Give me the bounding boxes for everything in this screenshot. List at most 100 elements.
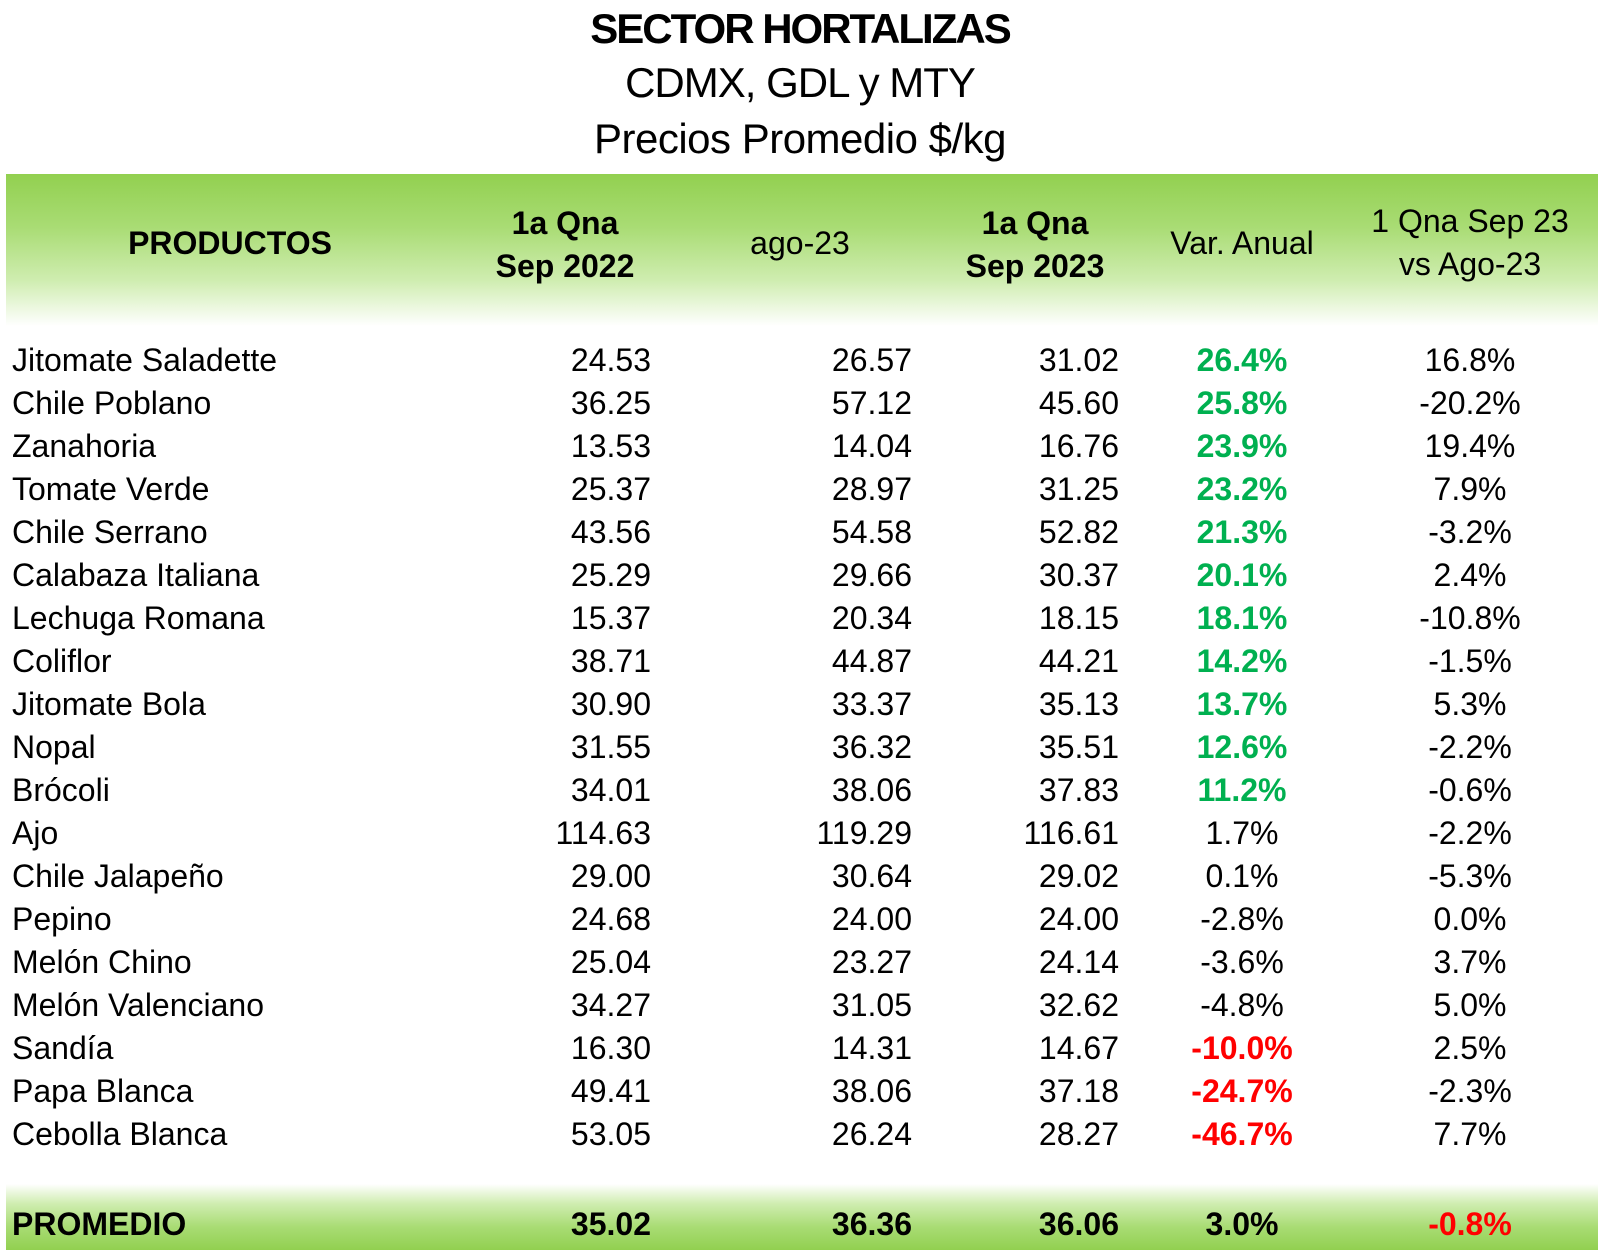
var-anual: 0.1% — [1205, 858, 1279, 894]
price-sep-2022: 16.30 — [570, 1030, 651, 1066]
header-qna-vs-ago: 1 Qna Sep 23 vs Ago-23 — [1345, 200, 1595, 286]
var-anual: 13.7% — [1196, 686, 1288, 722]
table-row: Zanahoria 13.53 14.04 16.76 23.9% 19.4% — [0, 424, 1600, 468]
price-ago-23: 38.06 — [831, 772, 912, 808]
price-sep-2022: 25.37 — [570, 471, 651, 507]
var-anual: 20.1% — [1196, 557, 1288, 593]
price-ago-23: 31.05 — [831, 987, 912, 1023]
table-row: Ajo 114.63 119.29 116.61 1.7% -2.2% — [0, 811, 1600, 855]
qna-vs-ago: 16.8% — [1424, 342, 1516, 378]
price-ago-23: 14.31 — [831, 1030, 912, 1066]
price-sep-2023: 30.37 — [1038, 557, 1119, 593]
price-sep-2023: 16.76 — [1038, 428, 1119, 464]
qna-vs-ago: 19.4% — [1424, 428, 1516, 464]
var-anual: 25.8% — [1196, 385, 1288, 421]
price-sep-2023: 14.67 — [1038, 1030, 1119, 1066]
promedio-sep-2023: 36.06 — [1038, 1206, 1119, 1242]
price-sep-2022: 49.41 — [570, 1073, 651, 1109]
header-var-anual-label: Var. Anual — [1170, 225, 1314, 261]
price-ago-23: 57.12 — [831, 385, 912, 421]
product-name: Jitomate Saladette — [12, 342, 278, 378]
price-sep-2023: 24.14 — [1038, 944, 1119, 980]
price-sep-2023: 31.02 — [1038, 342, 1119, 378]
product-name: Chile Serrano — [12, 514, 208, 550]
var-anual: -4.8% — [1200, 987, 1284, 1023]
product-name: Melón Chino — [12, 944, 192, 980]
var-anual: 12.6% — [1196, 729, 1288, 765]
price-sep-2022: 24.53 — [570, 342, 651, 378]
table-footer — [6, 1184, 1598, 1250]
header-ago-23: ago-23 — [700, 222, 900, 265]
price-sep-2022: 53.05 — [570, 1116, 651, 1152]
table-row: Lechuga Romana 15.37 20.34 18.15 18.1% -10.8% — [0, 596, 1600, 640]
table-row: Calabaza Italiana 25.29 29.66 30.37 20.1% 2.4… — [0, 553, 1600, 597]
product-name: Cebolla Blanca — [12, 1116, 228, 1152]
qna-vs-ago: 7.9% — [1433, 471, 1507, 507]
price-sep-2023: 32.62 — [1038, 987, 1119, 1023]
price-sep-2023: 45.60 — [1038, 385, 1119, 421]
table-row: Chile Poblano 36.25 57.12 45.60 25.8% -20.2% — [0, 381, 1600, 425]
qna-vs-ago: 3.7% — [1433, 944, 1507, 980]
product-name: Chile Poblano — [12, 385, 212, 421]
product-name: Sandía — [12, 1030, 114, 1066]
price-ago-23: 38.06 — [831, 1073, 912, 1109]
product-name: Brócoli — [12, 772, 110, 808]
product-name: Chile Jalapeño — [12, 858, 224, 894]
price-sep-2023: 18.15 — [1038, 600, 1119, 636]
var-anual: 23.2% — [1196, 471, 1288, 507]
qna-vs-ago: 5.0% — [1433, 987, 1507, 1023]
price-ago-23: 29.66 — [831, 557, 912, 593]
table-row: Chile Serrano 43.56 54.58 52.82 21.3% -3.2% — [0, 510, 1600, 554]
price-sep-2022: 29.00 — [570, 858, 651, 894]
header-productos: PRODUCTOS — [80, 222, 380, 265]
price-ago-23: 33.37 — [831, 686, 912, 722]
product-name: Coliflor — [12, 643, 112, 679]
table-row: Chile Jalapeño 29.00 30.64 29.02 0.1% -5.3% — [0, 854, 1600, 898]
qna-vs-ago: -2.2% — [1428, 729, 1512, 765]
table-row: Melón Chino 25.04 23.27 24.14 -3.6% 3.7% — [0, 940, 1600, 984]
product-name: Tomate Verde — [12, 471, 210, 507]
var-anual: 1.7% — [1205, 815, 1279, 851]
var-anual: 11.2% — [1197, 772, 1287, 808]
table-row: Jitomate Bola 30.90 33.37 35.13 13.7% 5.3% — [0, 682, 1600, 726]
price-sep-2023: 37.83 — [1038, 772, 1119, 808]
price-sep-2023: 52.82 — [1038, 514, 1119, 550]
promedio-var-anual: 3.0% — [1205, 1206, 1279, 1242]
table-row: Papa Blanca 49.41 38.06 37.18 -24.7% -2.3% — [0, 1069, 1600, 1113]
product-name: Zanahoria — [12, 428, 157, 464]
product-name: Nopal — [12, 729, 96, 765]
price-ago-23: 44.87 — [831, 643, 912, 679]
var-anual: -2.8% — [1200, 901, 1284, 937]
table-row: Brócoli 34.01 38.06 37.83 11.2% -0.6% — [0, 768, 1600, 812]
price-sep-2023: 44.21 — [1038, 643, 1119, 679]
qna-vs-ago: 2.5% — [1433, 1030, 1507, 1066]
header-sep-2022: 1a Qna Sep 2022 — [440, 202, 690, 288]
price-sep-2022: 13.53 — [570, 428, 651, 464]
price-ago-23: 26.57 — [831, 342, 912, 378]
price-sep-2023: 29.02 — [1038, 858, 1119, 894]
price-sep-2023: 35.13 — [1038, 686, 1119, 722]
price-sep-2022: 34.27 — [570, 987, 651, 1023]
price-ago-23: 54.58 — [831, 514, 912, 550]
table-row: Nopal 31.55 36.32 35.51 12.6% -2.2% — [0, 725, 1600, 769]
header-qna-vs-ago-line2: vs Ago-23 — [1398, 246, 1542, 282]
price-ago-23: 28.97 — [831, 471, 912, 507]
header-sep-2023-line1: 1a Qna — [981, 205, 1089, 241]
table-row: Pepino 24.68 24.00 24.00 -2.8% 0.0% — [0, 897, 1600, 941]
promedio-qna-vs-ago: -0.8% — [1428, 1206, 1512, 1242]
price-sep-2023: 37.18 — [1038, 1073, 1119, 1109]
var-anual: -3.6% — [1200, 944, 1284, 980]
price-sep-2023: 28.27 — [1038, 1116, 1119, 1152]
price-ago-23: 24.00 — [831, 901, 912, 937]
price-sep-2022: 36.25 — [570, 385, 651, 421]
table-row: Sandía 16.30 14.31 14.67 -10.0% 2.5% — [0, 1026, 1600, 1070]
header-productos-label: PRODUCTOS — [128, 225, 332, 261]
price-sep-2023: 24.00 — [1038, 901, 1119, 937]
header-qna-vs-ago-line1: 1 Qna Sep 23 — [1371, 203, 1569, 239]
var-anual: -46.7% — [1191, 1116, 1293, 1152]
product-name: Melón Valenciano — [12, 987, 265, 1023]
qna-vs-ago: -2.2% — [1428, 815, 1512, 851]
header-var-anual: Var. Anual — [1132, 222, 1352, 265]
var-anual: -24.7% — [1191, 1073, 1293, 1109]
table-header — [6, 174, 1598, 326]
